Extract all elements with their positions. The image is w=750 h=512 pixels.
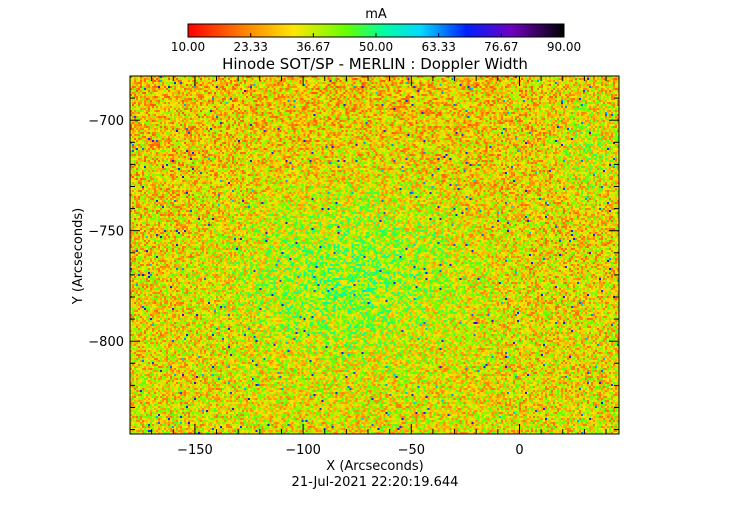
plot-frame: [129, 75, 620, 435]
x-tick-label: 0: [515, 443, 523, 458]
x-axis-label: X (Arcseconds): [326, 459, 423, 474]
x-tick-label: −50: [398, 443, 425, 458]
colorbar-tick-label: 10.00: [171, 40, 205, 54]
y-axis-ticks: −700 −750 −800: [88, 75, 619, 431]
heatmap-area: [130, 76, 619, 434]
heatmap-image: [130, 76, 619, 434]
chart-title: Hinode SOT/SP - MERLIN : Doppler Width: [222, 55, 528, 73]
y-axis-label: Y (Arcseconds): [71, 208, 86, 305]
colorbar-tick-label: 63.33: [421, 40, 455, 54]
colorbar-unit-label: mA: [365, 7, 387, 22]
colorbar-tick-label: 36.67: [296, 40, 330, 54]
colorbar-tick-label: 76.67: [484, 40, 518, 54]
colorbar-tick-label: 23.33: [233, 40, 267, 54]
colorbar-tick-label: 50.00: [359, 40, 393, 54]
y-tick-label: −800: [88, 335, 124, 350]
x-tick-label: −100: [285, 443, 321, 458]
colorbar-ticks: 10.00 23.33 36.67 50.00 63.33 76.67 90.00: [171, 33, 581, 54]
colorbar-tick-label: 90.00: [547, 40, 581, 54]
x-tick-label: −150: [177, 443, 213, 458]
y-tick-label: −700: [88, 114, 124, 129]
timestamp: 21-Jul-2021 22:20:19.644: [292, 475, 459, 490]
x-axis-ticks: −150 −100 −50 0: [129, 76, 607, 458]
y-tick-label: −750: [88, 225, 124, 240]
